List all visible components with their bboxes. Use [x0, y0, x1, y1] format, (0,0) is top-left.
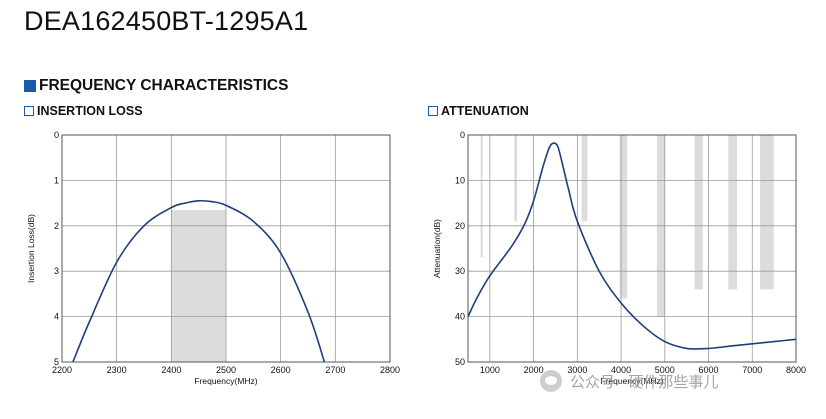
insertion-loss-header: INSERTION LOSS	[24, 104, 143, 118]
checkbox-square-icon	[24, 106, 34, 116]
x-tick-label: 2400	[161, 365, 181, 375]
x-tick-label: 7000	[742, 365, 762, 375]
checkbox-square-icon	[428, 106, 438, 116]
part-number-title: DEA162450BT-1295A1	[24, 6, 309, 36]
passband-region	[171, 209, 226, 362]
y-tick-label: 30	[455, 266, 465, 276]
section-title: FREQUENCY CHARACTERISTICS	[24, 77, 288, 95]
y-tick-label: 50	[455, 357, 465, 367]
y-tick-label: 5	[54, 357, 59, 367]
y-tick-label: 40	[455, 312, 465, 322]
wechat-logo-icon	[540, 370, 562, 392]
spec-band-1	[514, 135, 517, 222]
spec-band-5	[694, 135, 703, 290]
spec-band-2	[581, 135, 588, 222]
x-tick-label: 2700	[325, 365, 345, 375]
x-tick-label: 2300	[107, 365, 127, 375]
x-tick-label: 2500	[216, 365, 236, 375]
x-tick-label: 2800	[380, 365, 400, 375]
section-title-text: FREQUENCY CHARACTERISTICS	[39, 77, 289, 94]
y-tick-label: 4	[54, 312, 59, 322]
x-tick-label: 3000	[567, 365, 587, 375]
x-axis-label: Frequency(MHz)	[600, 376, 663, 386]
spec-band-0	[480, 135, 483, 258]
x-tick-label: 5000	[655, 365, 675, 375]
x-tick-label: 2000	[524, 365, 544, 375]
chart-attenuation: 0 10 20 30 40 50 1000 2000 3000 4000 5000 6000 7000 8…	[432, 130, 806, 386]
plot-frame	[467, 134, 797, 363]
series-line-0	[72, 199, 326, 363]
x-tick-label: 1000	[480, 365, 500, 375]
series-line-0	[467, 142, 797, 350]
y-axis-label: Insertion Loss(dB)	[26, 214, 36, 283]
spec-band-6	[728, 135, 737, 290]
attenuation-header: ATTENUATION	[428, 104, 529, 118]
plot-frame	[61, 134, 391, 363]
x-axis-label: Frequency(MHz)	[194, 376, 257, 386]
section-square-icon	[24, 80, 36, 92]
x-tick-label: 2600	[271, 365, 291, 375]
x-tick-label: 6000	[699, 365, 719, 375]
insertion-loss-title: INSERTION LOSS	[37, 104, 143, 118]
y-tick-label: 2	[54, 221, 59, 231]
x-tick-label: 2200	[52, 365, 72, 375]
y-tick-label: 3	[54, 266, 59, 276]
y-axis-label: Attenuation(dB)	[432, 219, 442, 278]
watermark-text: 公众号 · 硬件那些事儿	[570, 373, 719, 391]
y-tick-label: 0	[54, 130, 59, 140]
spec-band-7	[760, 135, 774, 290]
x-tick-label: 8000	[786, 365, 806, 375]
attenuation-title: ATTENUATION	[441, 104, 529, 118]
x-tick-label: 4000	[611, 365, 631, 375]
y-tick-label: 0	[460, 130, 465, 140]
watermark: 公众号 · 硬件那些事儿	[540, 370, 718, 392]
spec-band-3	[619, 135, 628, 299]
y-tick-label: 20	[455, 221, 465, 231]
plot-background	[468, 135, 796, 362]
y-tick-label: 1	[54, 175, 59, 185]
y-tick-label: 10	[455, 175, 465, 185]
